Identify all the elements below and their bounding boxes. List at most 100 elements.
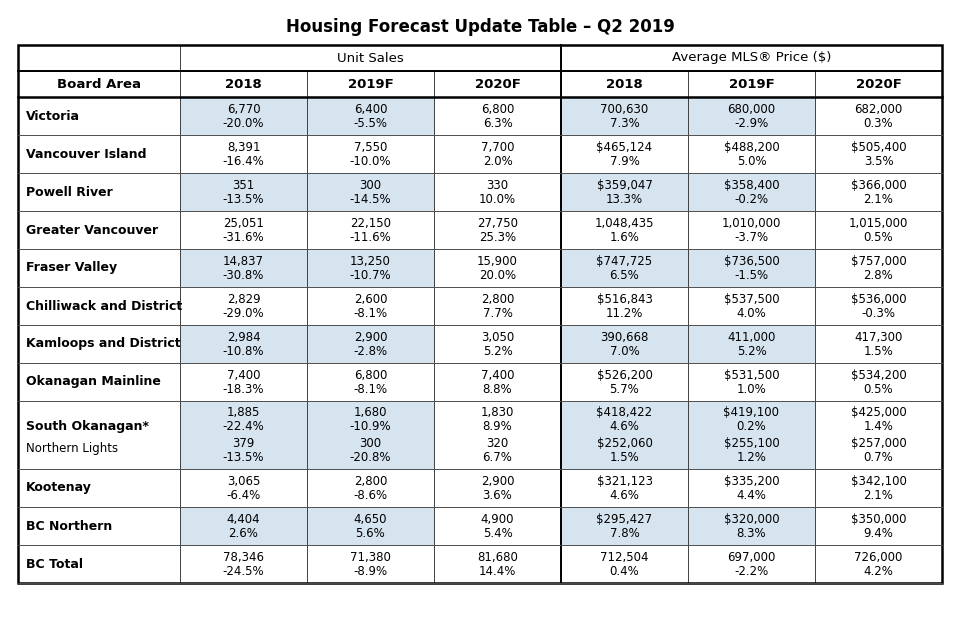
Bar [815,211,942,249]
Text: -13.5%: -13.5% [223,451,264,464]
Bar [180,325,307,363]
Text: -2.2%: -2.2% [734,565,769,578]
Text: 7.3%: 7.3% [610,117,639,130]
Bar [434,211,561,249]
Text: 1,885: 1,885 [227,406,260,419]
Bar [18,97,180,135]
Text: 27,750: 27,750 [477,217,518,230]
Text: Fraser Valley: Fraser Valley [26,261,117,275]
Bar [18,211,180,249]
Text: 22,150: 22,150 [350,217,391,230]
Text: 2018: 2018 [226,78,262,91]
Text: 5.4%: 5.4% [483,527,513,540]
Bar [434,469,561,507]
Bar [688,363,815,401]
Text: $465,124: $465,124 [596,141,653,154]
Text: 379: 379 [232,437,254,450]
Bar [688,507,815,545]
Text: Okanagan Mainline: Okanagan Mainline [26,376,161,388]
Text: 390,668: 390,668 [600,331,649,344]
Bar [688,71,815,97]
Bar [180,71,307,97]
Text: 20.0%: 20.0% [479,269,516,282]
Bar [307,325,434,363]
Text: -18.3%: -18.3% [223,383,264,396]
Bar [561,211,688,249]
Text: 6.3%: 6.3% [483,117,513,130]
Bar [180,469,307,507]
Bar [815,325,942,363]
Bar [561,469,688,507]
Text: $736,500: $736,500 [724,255,780,268]
Text: -8.6%: -8.6% [353,489,388,502]
Bar [688,249,815,287]
Bar [307,545,434,583]
Text: 6,800: 6,800 [354,369,387,382]
Text: -8.9%: -8.9% [353,565,388,578]
Text: 2018: 2018 [606,78,643,91]
Bar [307,135,434,173]
Bar [561,507,688,545]
Bar [688,287,815,325]
Text: 4,900: 4,900 [481,513,515,526]
Text: Average MLS® Price ($): Average MLS® Price ($) [672,51,831,64]
Bar [18,325,180,363]
Text: 5.0%: 5.0% [736,155,766,168]
Text: Greater Vancouver: Greater Vancouver [26,223,158,236]
Bar [180,249,307,287]
Bar [180,363,307,401]
Bar [688,211,815,249]
Text: 330: 330 [487,179,509,192]
Text: 6,400: 6,400 [353,103,387,116]
Bar [307,469,434,507]
Text: -8.1%: -8.1% [353,383,388,396]
Text: $358,400: $358,400 [724,179,780,192]
Bar [815,249,942,287]
Text: 1.0%: 1.0% [736,383,766,396]
Bar [815,469,942,507]
Text: 300: 300 [359,179,381,192]
Text: 25,051: 25,051 [223,217,264,230]
Text: 2.1%: 2.1% [864,489,894,502]
Text: 7,400: 7,400 [227,369,260,382]
Bar [434,545,561,583]
Text: -11.6%: -11.6% [349,231,392,244]
Bar [815,507,942,545]
Bar [180,97,307,135]
Text: 682,000: 682,000 [854,103,902,116]
Text: 6,800: 6,800 [481,103,515,116]
Text: $350,000: $350,000 [851,513,906,526]
Bar [18,45,942,583]
Text: -10.7%: -10.7% [349,269,392,282]
Text: -2.8%: -2.8% [353,345,388,358]
Text: 6.5%: 6.5% [610,269,639,282]
Text: 5.6%: 5.6% [355,527,385,540]
Bar [688,97,815,135]
Text: 1,048,435: 1,048,435 [595,217,655,230]
Text: -13.5%: -13.5% [223,193,264,206]
Text: 4.6%: 4.6% [610,489,639,502]
Bar [434,97,561,135]
Text: 71,380: 71,380 [350,551,391,564]
Text: 4.0%: 4.0% [736,307,766,320]
Text: 7.9%: 7.9% [610,155,639,168]
Text: $488,200: $488,200 [724,141,780,154]
Text: -14.5%: -14.5% [349,193,392,206]
Text: South Okanagan*: South Okanagan* [26,421,149,433]
Text: 3.5%: 3.5% [864,155,894,168]
Bar [434,325,561,363]
Text: 2,800: 2,800 [481,293,515,306]
Text: 0.4%: 0.4% [610,565,639,578]
Text: -29.0%: -29.0% [223,307,264,320]
Bar [18,173,180,211]
Text: $342,100: $342,100 [851,475,906,488]
Text: -20.8%: -20.8% [349,451,392,464]
Bar [561,97,688,135]
Text: 6,770: 6,770 [227,103,260,116]
Bar [180,545,307,583]
Text: 4.2%: 4.2% [864,565,894,578]
Text: 300: 300 [359,437,381,450]
Text: -10.8%: -10.8% [223,345,264,358]
Text: BC Total: BC Total [26,557,83,571]
Text: -1.5%: -1.5% [734,269,769,282]
